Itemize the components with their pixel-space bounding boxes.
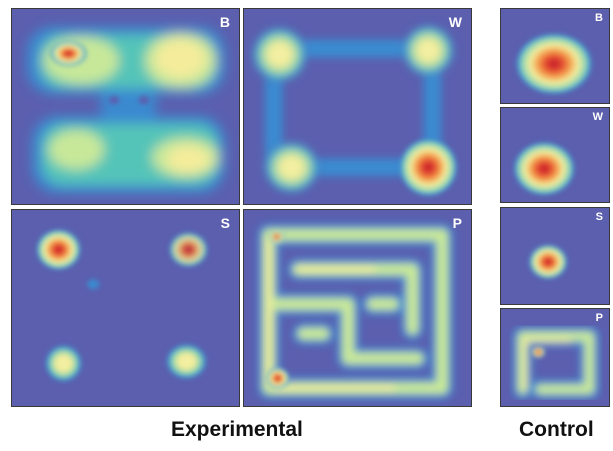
control-label-b: B <box>595 12 603 24</box>
panel-label-p: P <box>452 215 462 231</box>
heatmap-b <box>26 26 226 194</box>
control-label-s: S <box>595 211 603 223</box>
control-caption: Control <box>519 418 594 441</box>
heatmap-s <box>35 228 209 384</box>
heatmap-control-s <box>528 244 568 280</box>
experimental-panel-s: S <box>11 209 240 407</box>
control-panel-w: W <box>500 107 610 203</box>
heatmap-control-w <box>512 141 576 197</box>
experimental-panel-b: B <box>11 8 240 205</box>
heatmap-control-b <box>514 32 594 96</box>
control-label-w: W <box>592 111 603 123</box>
panel-label-w: W <box>448 14 462 30</box>
heatmap-control-p <box>512 326 600 400</box>
panel-label-s: S <box>220 215 230 231</box>
experimental-caption: Experimental <box>171 418 303 441</box>
control-panel-b: B <box>500 8 610 104</box>
control-panel-s: S <box>500 207 610 305</box>
heatmap-w <box>249 22 459 198</box>
heatmap-p <box>257 223 454 400</box>
control-panel-p: P <box>500 308 610 407</box>
experimental-panel-p: P <box>243 209 472 407</box>
experimental-panel-w: W <box>243 8 472 205</box>
panel-label-b: B <box>219 14 230 30</box>
control-label-p: P <box>595 312 603 324</box>
